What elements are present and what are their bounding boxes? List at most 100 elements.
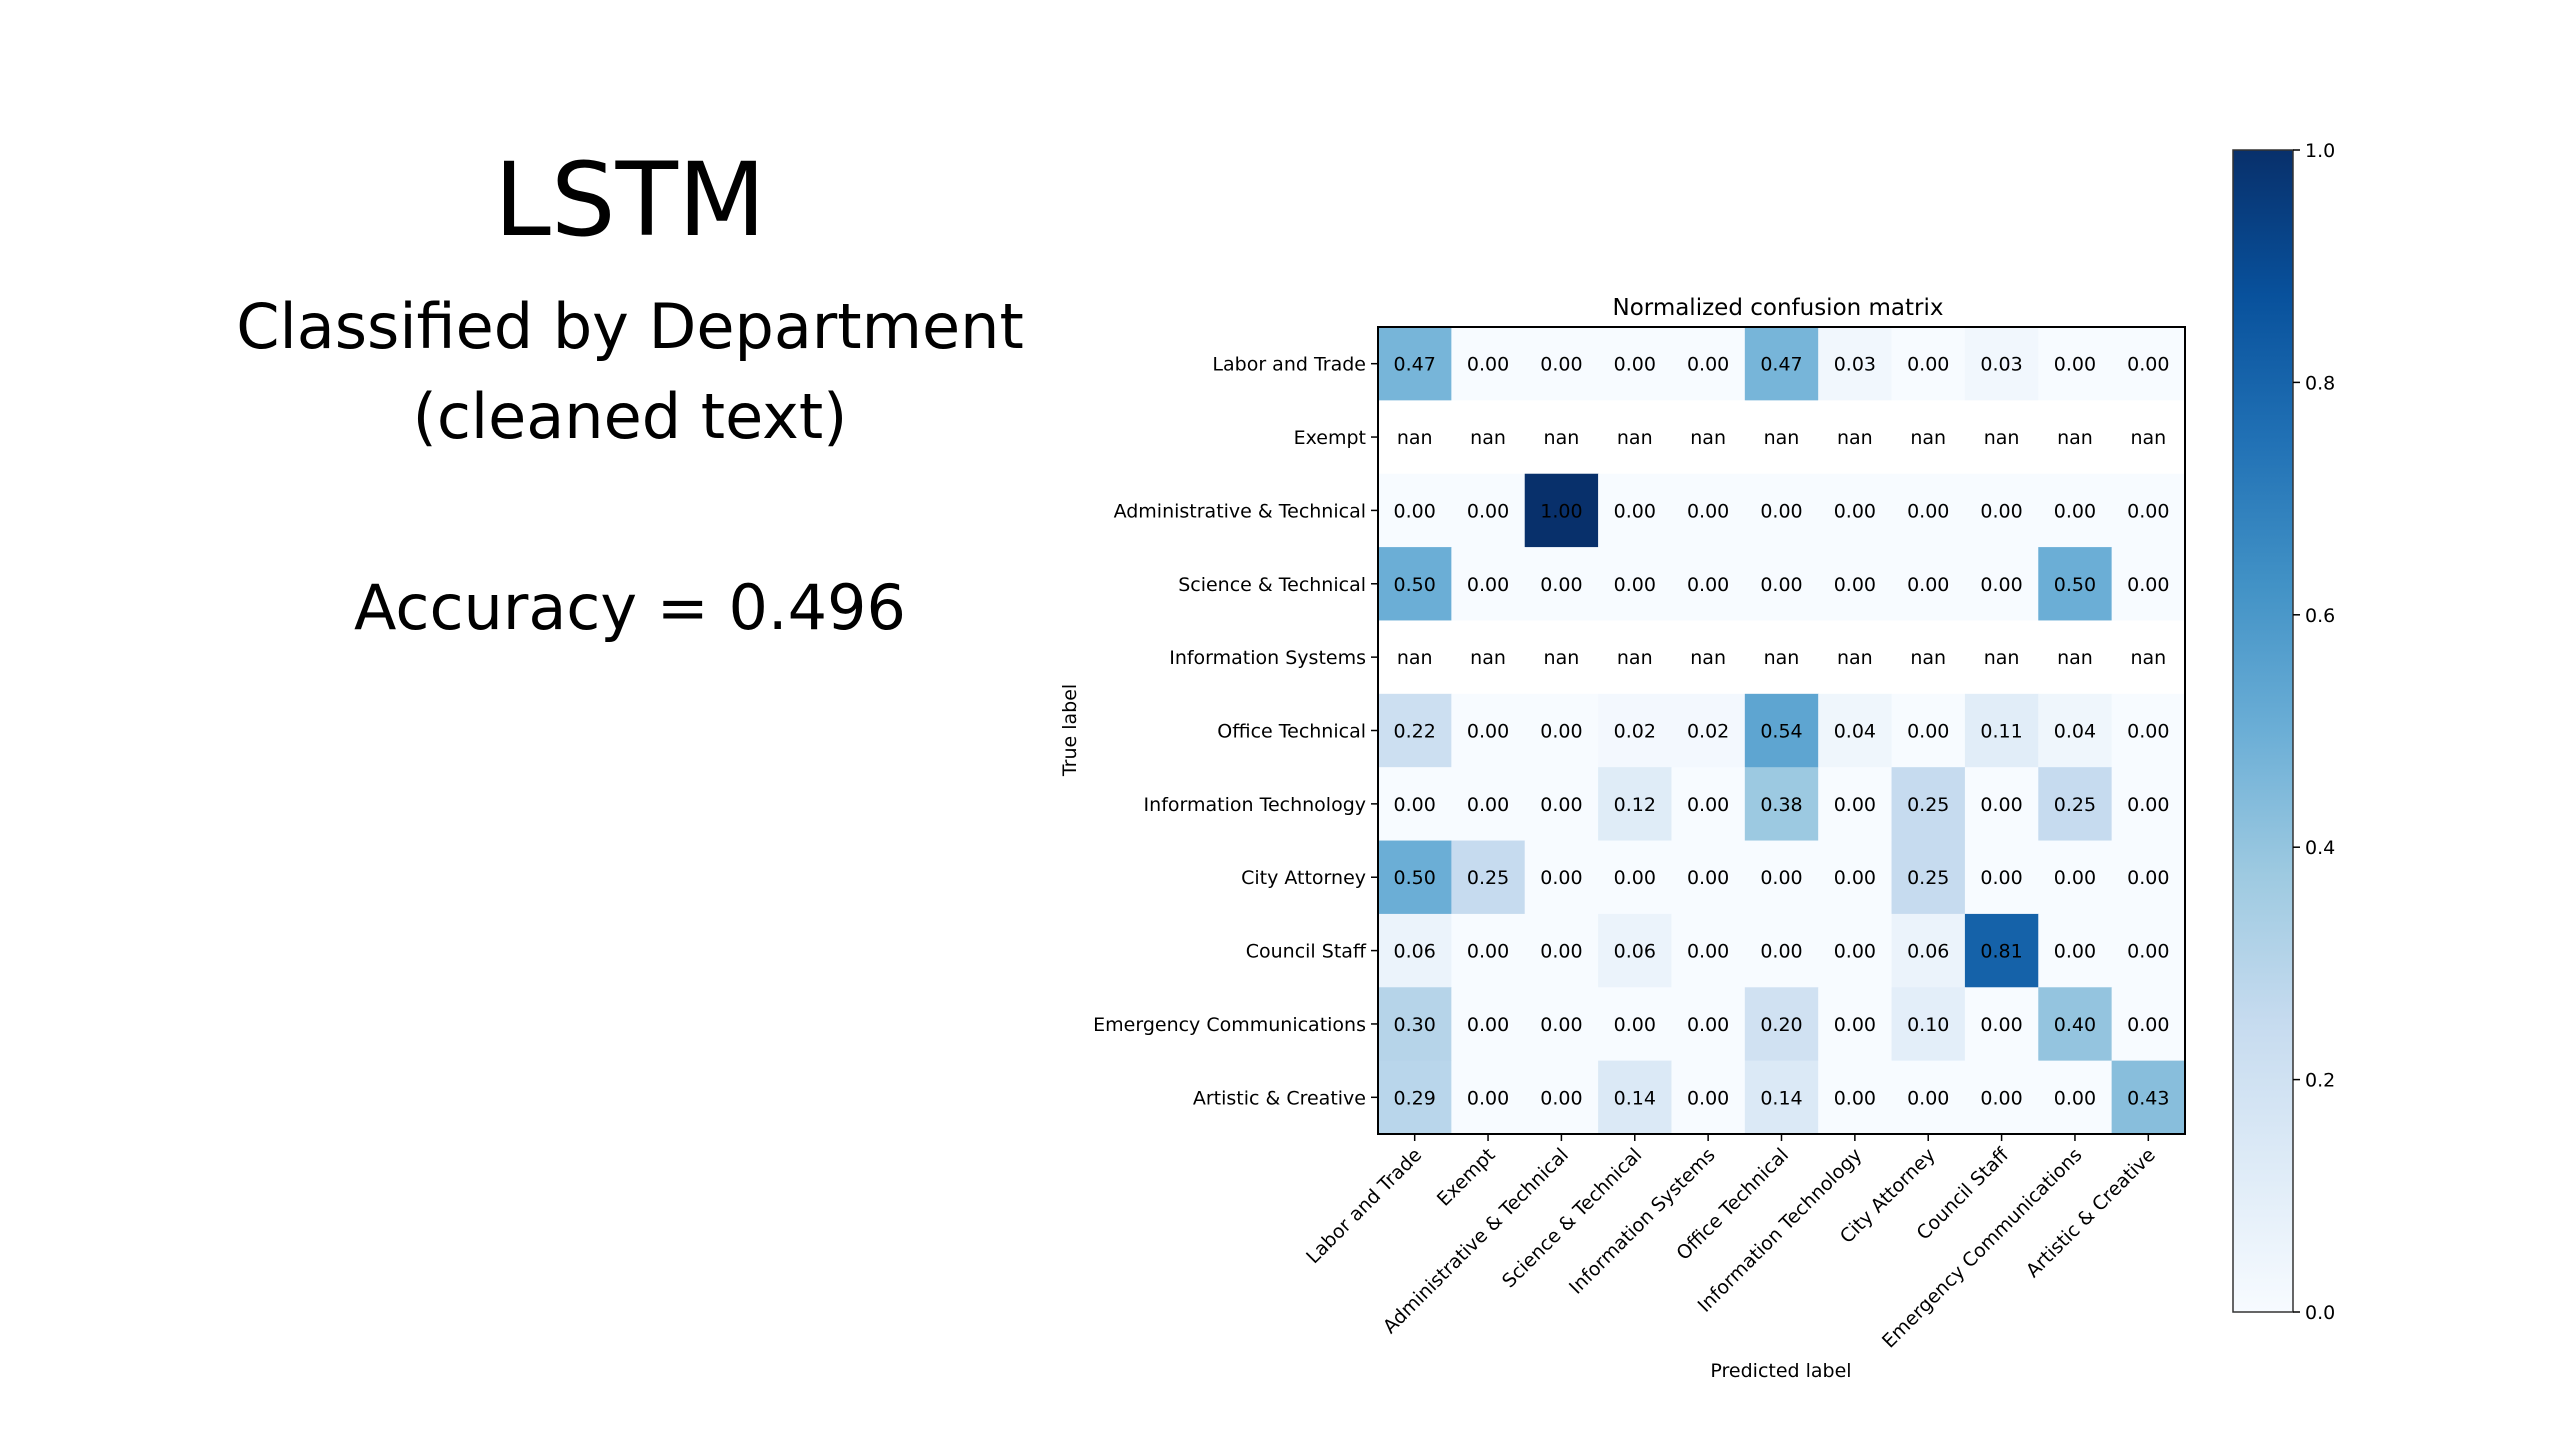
heatmap-cell-label: 0.38 xyxy=(1760,794,1802,816)
heatmap-cell xyxy=(1378,767,1452,842)
heatmap-cell xyxy=(1451,693,1526,768)
slide-text-block: LSTM Classified by Department (cleaned t… xyxy=(190,150,1070,639)
heatmap-cell xyxy=(1451,473,1526,548)
heatmap-cell-label: 0.00 xyxy=(2127,941,2169,963)
slide-subtitle-line1: Classified by Department xyxy=(236,290,1024,363)
heatmap-cell xyxy=(1598,400,1672,475)
heatmap-cell-label: 0.00 xyxy=(1467,1087,1509,1109)
heatmap-cell xyxy=(1451,987,1526,1062)
heatmap-cell-label: nan xyxy=(1544,647,1580,669)
heatmap-cell xyxy=(1891,1060,1966,1135)
heatmap-cell-label: 0.02 xyxy=(1614,721,1656,743)
heatmap-cell xyxy=(1524,547,1599,621)
heatmap-cell xyxy=(1378,327,1452,401)
accuracy-text: Accuracy = 0.496 xyxy=(354,570,906,644)
colorbar-tick-label: 1.0 xyxy=(2305,140,2335,162)
heatmap-cell xyxy=(1598,327,1672,401)
heatmap-cell-label: 0.00 xyxy=(1980,794,2022,816)
heatmap-cell-label: 1.00 xyxy=(1540,500,1582,522)
heatmap-cell xyxy=(1671,547,1746,621)
y-tick-label: Science & Technical xyxy=(1178,574,1366,596)
y-tick-label: Information Technology xyxy=(1144,794,1366,816)
heatmap-cell-label: 0.00 xyxy=(1760,867,1802,889)
heatmap-cell xyxy=(2038,1060,2113,1135)
heatmap-cell xyxy=(1451,327,1526,401)
heatmap-cell xyxy=(1744,913,1819,988)
heatmap-cell-label: 0.00 xyxy=(1540,721,1582,743)
heatmap-cell xyxy=(1524,400,1599,475)
heatmap-cell xyxy=(1818,327,1893,401)
heatmap-cell-label: 0.00 xyxy=(1467,941,1509,963)
heatmap-cell-label: 0.00 xyxy=(1907,721,1949,743)
heatmap-cell-label: 0.00 xyxy=(1687,574,1729,596)
colorbar-tick-label: 0.6 xyxy=(2305,605,2335,627)
colorbar-tick-label: 0.4 xyxy=(2305,837,2335,859)
y-tick-label: Exempt xyxy=(1294,427,1366,449)
heatmap-cell xyxy=(2111,913,2186,988)
heatmap-cell-label: 0.04 xyxy=(2054,721,2096,743)
heatmap-cell-label: nan xyxy=(1984,647,2020,669)
heatmap-cell-label: 0.47 xyxy=(1394,354,1436,376)
y-axis-label: True label xyxy=(1059,684,1081,777)
heatmap-cell xyxy=(1744,620,1819,695)
heatmap-cell-label: 0.14 xyxy=(1614,1087,1656,1109)
heatmap-cell xyxy=(1891,620,1966,695)
heatmap-cell-label: 0.06 xyxy=(1614,941,1656,963)
y-tick-label: City Attorney xyxy=(1241,867,1366,889)
heatmap-cell-label: 0.00 xyxy=(1980,1087,2022,1109)
heatmap-cell xyxy=(1451,400,1526,475)
heatmap-cell xyxy=(1671,620,1746,695)
heatmap-cell-label: 0.00 xyxy=(2054,354,2096,376)
heatmap-cell-label: 0.00 xyxy=(2127,867,2169,889)
heatmap-cell-label: 0.00 xyxy=(1907,574,1949,596)
y-tick-label: Office Technical xyxy=(1217,721,1366,743)
heatmap-cell xyxy=(1744,547,1819,621)
heatmap-cell xyxy=(1671,987,1746,1062)
heatmap-cell-label: 0.00 xyxy=(2127,721,2169,743)
heatmap-cell xyxy=(2038,547,2113,621)
heatmap-cell xyxy=(1451,547,1526,621)
heatmap-cell xyxy=(2038,620,2113,695)
heatmap-cell xyxy=(1818,913,1893,988)
heatmap-cell xyxy=(1891,840,1966,915)
heatmap-cell xyxy=(2038,767,2113,842)
heatmap-cell xyxy=(1671,913,1746,988)
heatmap-cell xyxy=(1964,473,2039,548)
heatmap-cell-label: 0.03 xyxy=(1834,354,1876,376)
heatmap-cell xyxy=(1378,840,1452,915)
heatmap-cell xyxy=(1744,987,1819,1062)
heatmap-cell xyxy=(2038,840,2113,915)
heatmap-cell xyxy=(1598,987,1672,1062)
heatmap-cell xyxy=(1524,473,1599,548)
heatmap-cell-label: nan xyxy=(1910,647,1946,669)
heatmap-cell-label: 0.00 xyxy=(2127,574,2169,596)
heatmap-cell-label: 0.20 xyxy=(1760,1014,1802,1036)
colorbar xyxy=(2232,149,2294,1313)
heatmap-cell-label: 0.00 xyxy=(1834,574,1876,596)
heatmap-cell-label: 0.43 xyxy=(2127,1087,2169,1109)
heatmap-cell-label: 0.00 xyxy=(1980,574,2022,596)
heatmap-cell xyxy=(1818,1060,1893,1135)
x-tick-label: Information Systems xyxy=(1565,1144,1720,1299)
heatmap-cell-label: 0.00 xyxy=(1834,794,1876,816)
heatmap-cell xyxy=(1524,913,1599,988)
heatmap-cell xyxy=(1891,693,1966,768)
heatmap-cell xyxy=(1964,620,2039,695)
heatmap-cell xyxy=(1891,913,1966,988)
heatmap-cell-label: 0.12 xyxy=(1614,794,1656,816)
heatmap-cell-label: nan xyxy=(2057,427,2093,449)
heatmap-cell-label: 0.00 xyxy=(2054,867,2096,889)
heatmap-cell-label: 0.00 xyxy=(1540,1014,1582,1036)
heatmap-cell xyxy=(1451,840,1526,915)
heatmap-cell xyxy=(1671,693,1746,768)
heatmap-cell xyxy=(1524,327,1599,401)
heatmap-cell xyxy=(2111,327,2186,401)
heatmap-cell-label: 0.00 xyxy=(1467,500,1509,522)
y-tick-label: Council Staff xyxy=(1246,941,1367,963)
heatmap-cell xyxy=(1964,693,2039,768)
y-tick-label: Labor and Trade xyxy=(1212,354,1366,376)
heatmap-cell xyxy=(2038,913,2113,988)
heatmap-cell-label: 0.00 xyxy=(2127,794,2169,816)
heatmap-cell-label: nan xyxy=(1690,647,1726,669)
